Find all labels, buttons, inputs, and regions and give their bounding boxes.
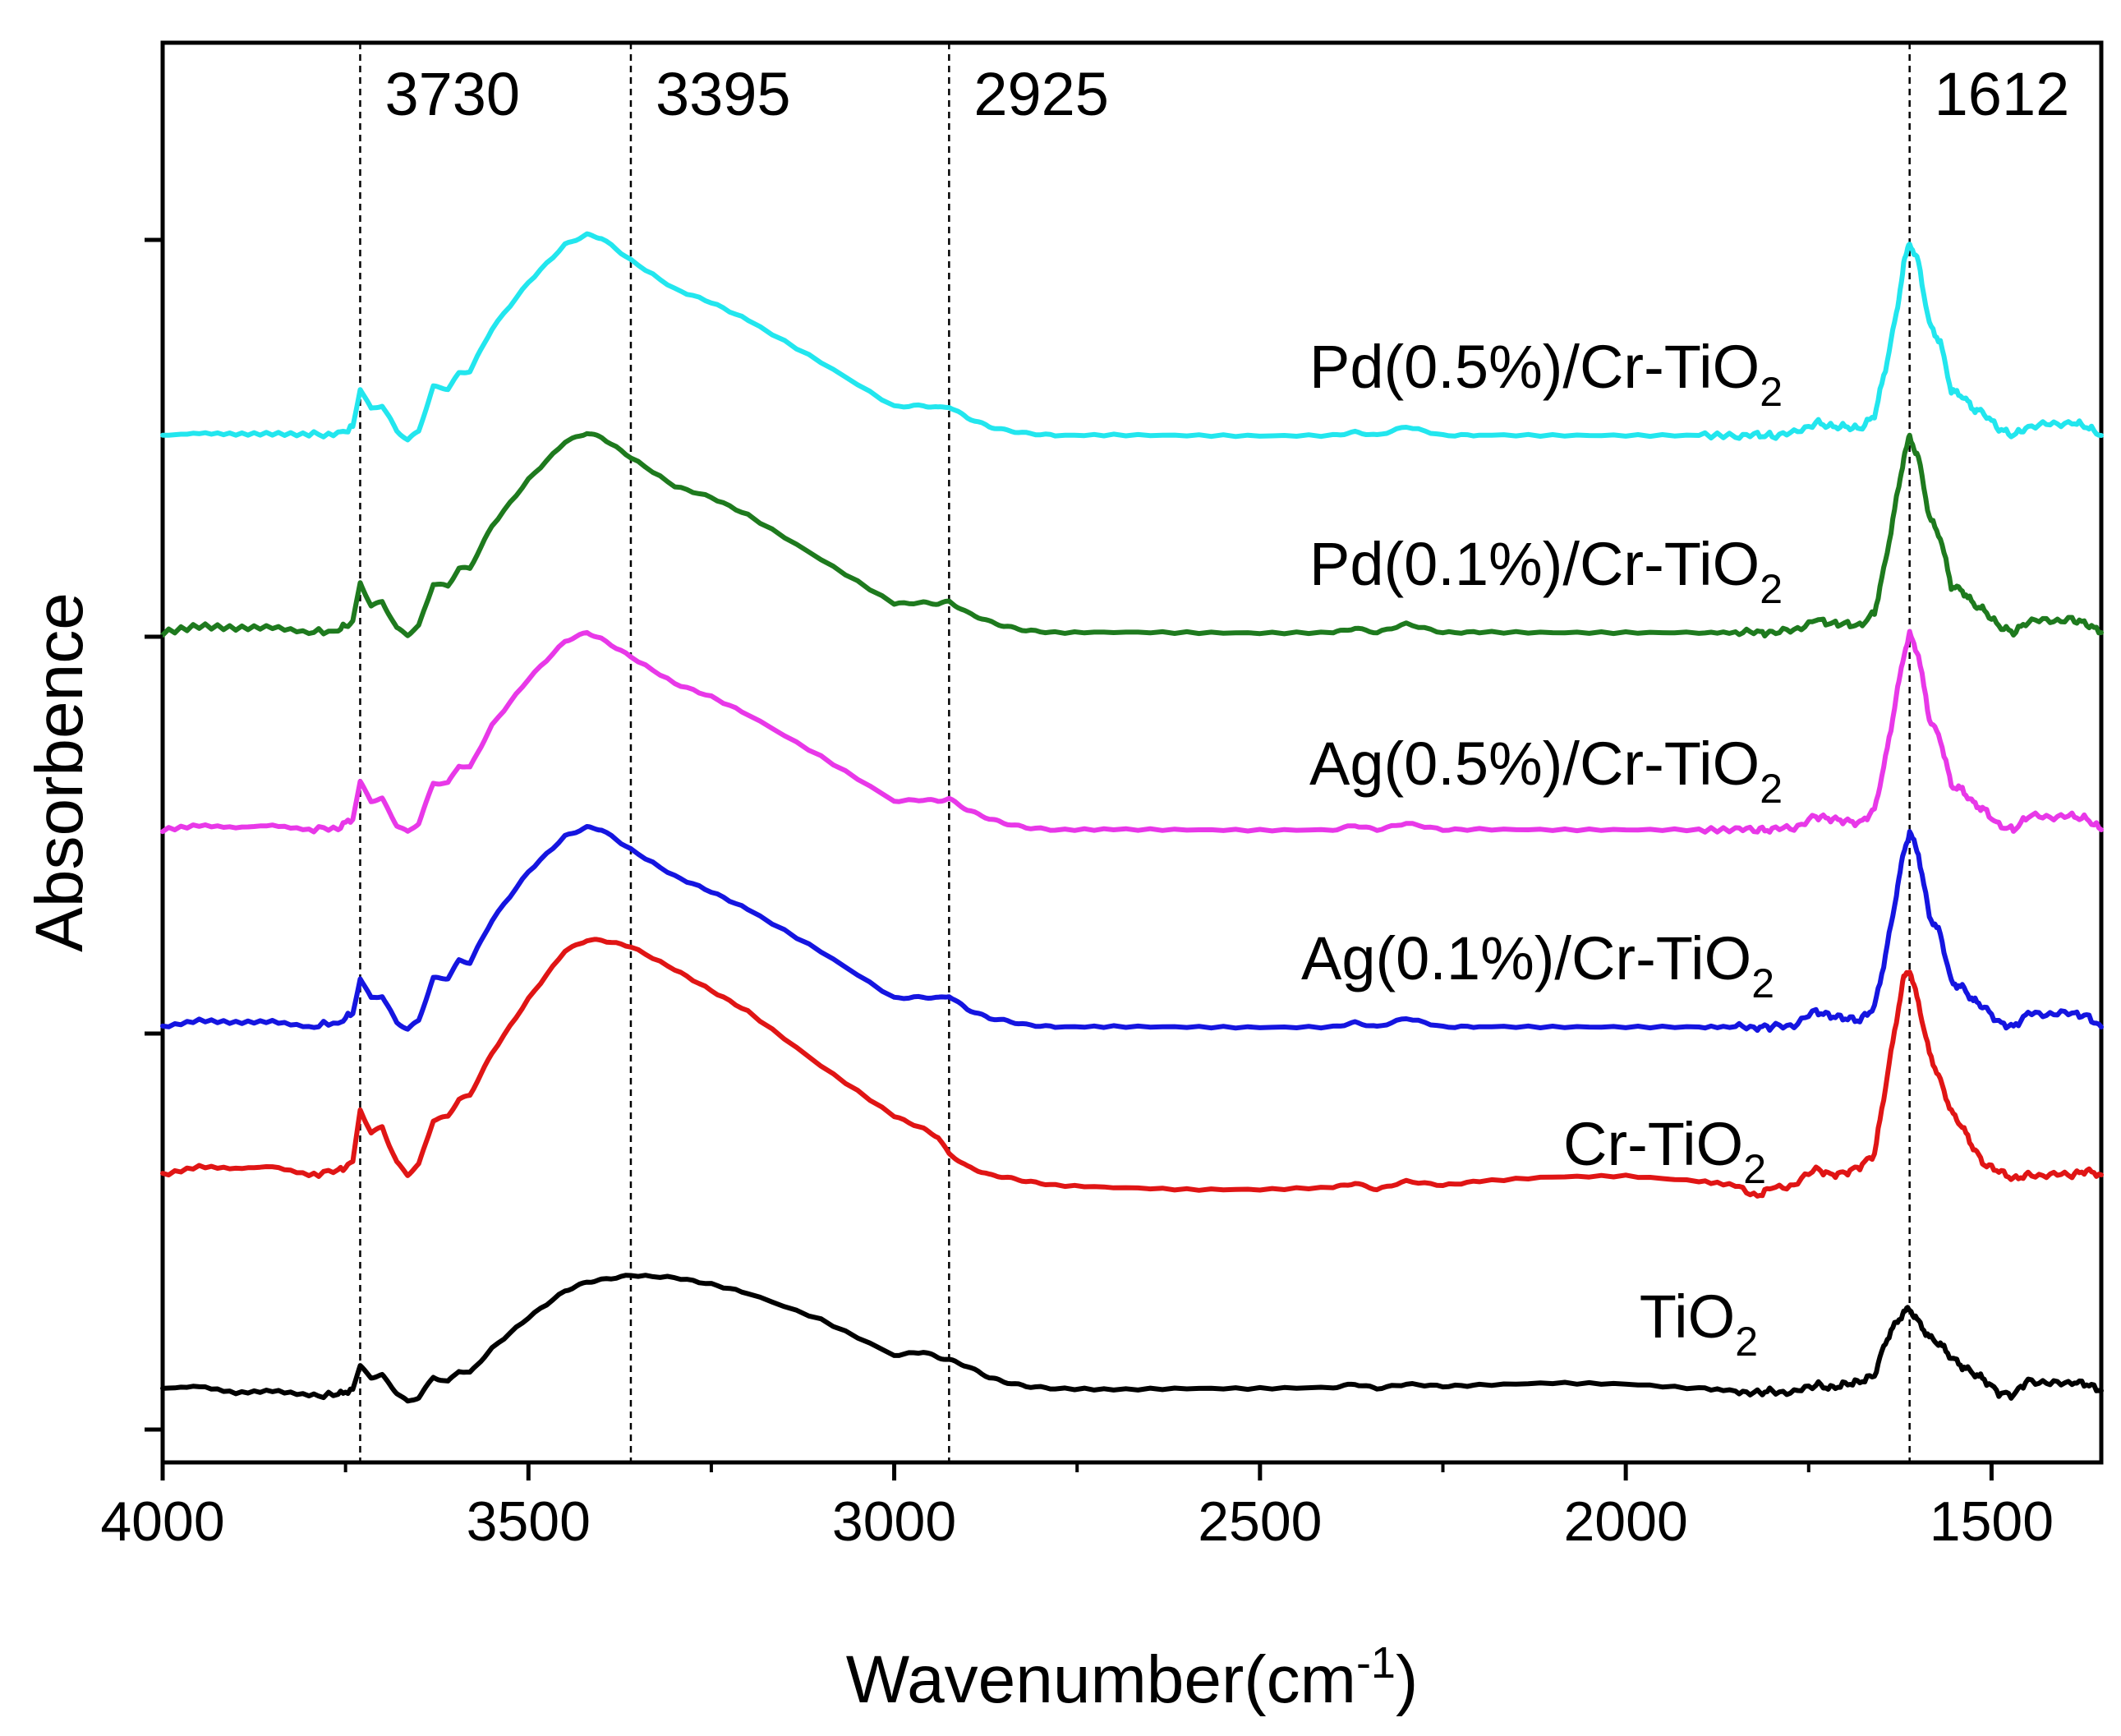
series-line-1 xyxy=(160,231,2104,443)
x-tick-label-4000: 4000 xyxy=(100,1490,224,1553)
reference-label-3730: 3730 xyxy=(384,60,520,128)
series-label-6: TiO2 xyxy=(1640,1282,1758,1365)
reference-label-1612: 1612 xyxy=(1935,60,2070,128)
series-line-2 xyxy=(160,431,2104,639)
series-lines xyxy=(160,231,2104,1404)
x-tick-label-1500: 1500 xyxy=(1930,1490,2054,1553)
series-line-5 xyxy=(160,937,2104,1199)
reference-label-3395: 3395 xyxy=(656,60,791,128)
series-line-3 xyxy=(160,629,2104,835)
series-label-4: Ag(0.1%)/Cr-TiO2 xyxy=(1301,924,1774,1006)
x-axis-ticks: 4000 3500 3000 2500 2000 1500 xyxy=(100,1462,2054,1553)
reference-lines: 3730 3395 2925 1612 xyxy=(359,43,2070,1462)
series-label-5: Cr-TiO2 xyxy=(1563,1110,1766,1192)
x-tick-label-3000: 3000 xyxy=(832,1490,956,1553)
series-line-6 xyxy=(160,1273,2104,1404)
x-tick-label-3500: 3500 xyxy=(467,1490,591,1553)
y-axis-title: Absorbence xyxy=(22,592,97,952)
x-axis-title: Wavenumber(cm-1) xyxy=(846,1638,1419,1717)
x-tick-label-2500: 2500 xyxy=(1198,1490,1322,1553)
series-line-4 xyxy=(160,824,2104,1034)
reference-label-2925: 2925 xyxy=(973,60,1109,128)
x-tick-label-2000: 2000 xyxy=(1563,1490,1687,1553)
series-label-2: Pd(0.1%)/Cr-TiO2 xyxy=(1309,530,1783,612)
series-label-3: Ag(0.5%)/Cr-TiO2 xyxy=(1309,730,1783,812)
y-axis-ticks xyxy=(145,237,163,1432)
series-labels: Pd(0.5%)/Cr-TiO2 Pd(0.1%)/Cr-TiO2 Ag(0.5%)… xyxy=(1301,333,1783,1365)
plot-area-frame xyxy=(160,40,2104,1465)
series-label-1: Pd(0.5%)/Cr-TiO2 xyxy=(1309,333,1783,415)
